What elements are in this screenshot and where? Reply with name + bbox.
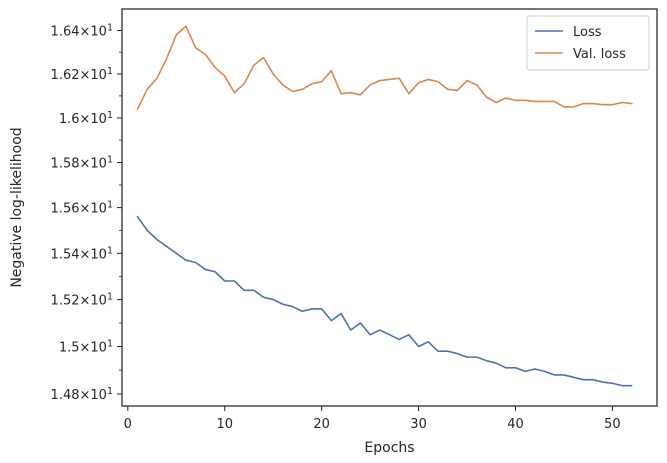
x-tick-label: 10	[216, 417, 233, 432]
series-line	[136, 25, 633, 110]
y-tick-label: 1.62×101	[51, 65, 113, 83]
y-tick-label: 1.5×101	[59, 338, 113, 356]
y-axis-label: Negative log-likelihood	[9, 127, 25, 287]
x-tick-label: 40	[507, 417, 524, 432]
x-tick-label: 30	[410, 417, 427, 432]
x-tick-label: 0	[124, 417, 132, 432]
x-axis: 0 10 20 30 40 50	[124, 406, 621, 432]
y-tick-label: 1.48×101	[51, 386, 113, 404]
legend-box	[526, 15, 650, 71]
y-tick-label: 1.56×101	[51, 199, 113, 217]
y-axis: 1.48×101 1.5×101 1.52×101 1.54×101 1.56×101 1…	[51, 22, 122, 403]
y-tick-label: 1.58×101	[51, 154, 113, 172]
legend-label: Loss	[573, 25, 602, 40]
legend: Loss Val. loss	[526, 15, 650, 71]
x-axis-label: Epochs	[364, 440, 414, 456]
plot-area	[122, 9, 657, 406]
x-tick-label: 20	[313, 417, 330, 432]
series-layer	[136, 25, 633, 387]
y-tick-label: 1.52×101	[51, 291, 113, 309]
y-tick-label: 1.6×101	[59, 109, 113, 127]
x-tick-label: 50	[604, 417, 621, 432]
y-tick-label: 1.54×101	[51, 245, 113, 263]
legend-label: Val. loss	[573, 47, 626, 62]
y-tick-label: 1.64×101	[51, 22, 113, 40]
series-line	[136, 215, 633, 387]
